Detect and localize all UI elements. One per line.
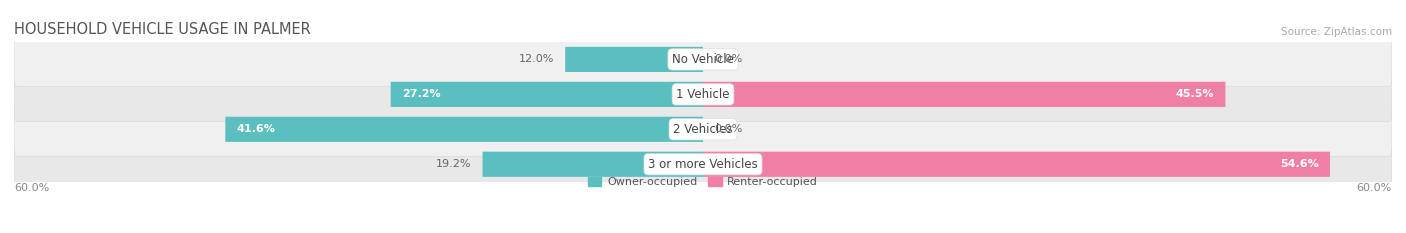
FancyBboxPatch shape	[482, 152, 703, 177]
FancyBboxPatch shape	[14, 137, 1392, 192]
Text: 27.2%: 27.2%	[402, 89, 441, 99]
Text: Source: ZipAtlas.com: Source: ZipAtlas.com	[1281, 27, 1392, 37]
FancyBboxPatch shape	[391, 82, 703, 107]
FancyBboxPatch shape	[703, 152, 1330, 177]
Text: 41.6%: 41.6%	[236, 124, 276, 134]
Text: 3 or more Vehicles: 3 or more Vehicles	[648, 158, 758, 171]
Text: 0.0%: 0.0%	[714, 124, 742, 134]
Text: 1 Vehicle: 1 Vehicle	[676, 88, 730, 101]
FancyBboxPatch shape	[565, 47, 703, 72]
Text: HOUSEHOLD VEHICLE USAGE IN PALMER: HOUSEHOLD VEHICLE USAGE IN PALMER	[14, 22, 311, 37]
Text: No Vehicle: No Vehicle	[672, 53, 734, 66]
Text: 54.6%: 54.6%	[1279, 159, 1319, 169]
Text: 0.0%: 0.0%	[714, 55, 742, 64]
Text: 60.0%: 60.0%	[14, 183, 49, 193]
Text: 12.0%: 12.0%	[519, 55, 554, 64]
FancyBboxPatch shape	[703, 82, 1226, 107]
FancyBboxPatch shape	[14, 67, 1392, 122]
Text: 2 Vehicles: 2 Vehicles	[673, 123, 733, 136]
Text: 60.0%: 60.0%	[1357, 183, 1392, 193]
Legend: Owner-occupied, Renter-occupied: Owner-occupied, Renter-occupied	[588, 177, 818, 187]
FancyBboxPatch shape	[14, 102, 1392, 157]
Text: 19.2%: 19.2%	[436, 159, 471, 169]
Text: 45.5%: 45.5%	[1175, 89, 1213, 99]
FancyBboxPatch shape	[14, 32, 1392, 87]
FancyBboxPatch shape	[225, 117, 703, 142]
